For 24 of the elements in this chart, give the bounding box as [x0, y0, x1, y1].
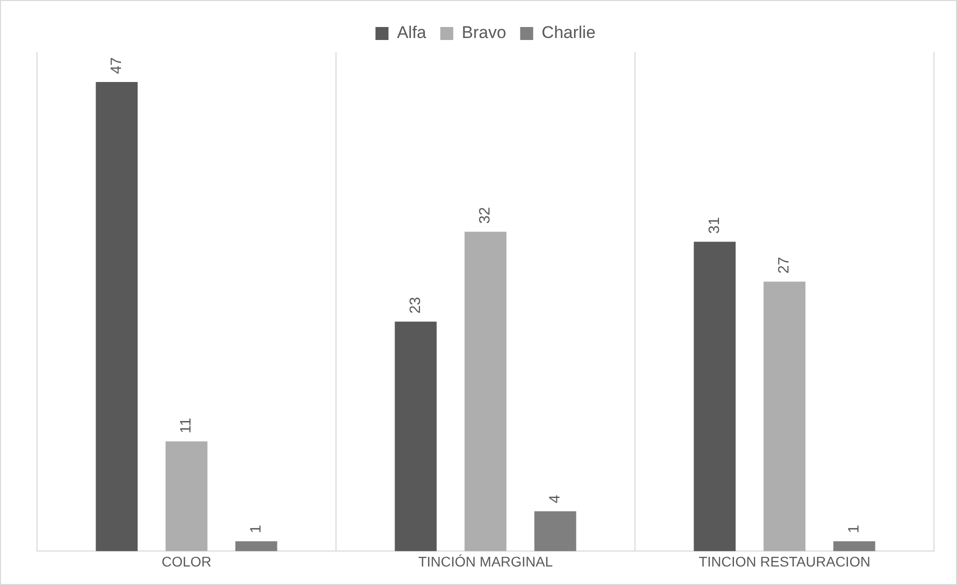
legend-label: Bravo	[462, 23, 506, 42]
x-tick-label: TINCIÓN MARGINAL	[418, 553, 553, 570]
bar	[96, 82, 138, 552]
data-label: 23	[406, 296, 424, 314]
data-label: 31	[706, 217, 723, 234]
data-label: 47	[108, 57, 125, 74]
bar	[166, 441, 208, 552]
data-label: 11	[178, 418, 195, 434]
x-tick-label: TINCION RESTAURACION	[698, 553, 870, 570]
data-label: 32	[476, 207, 494, 224]
data-label: 27	[776, 256, 793, 274]
data-label: 1	[845, 524, 862, 534]
bar	[394, 322, 437, 552]
bar	[235, 541, 278, 552]
legend-label: Charlie	[542, 23, 596, 42]
legend-label: Alfa	[396, 23, 427, 42]
bar	[464, 232, 506, 552]
bar	[833, 541, 876, 552]
x-tick-label: COLOR	[162, 553, 212, 570]
data-label: 4	[546, 494, 564, 504]
bar	[764, 282, 806, 552]
data-label: 1	[247, 524, 264, 534]
bar	[534, 511, 576, 552]
bar	[694, 242, 736, 552]
